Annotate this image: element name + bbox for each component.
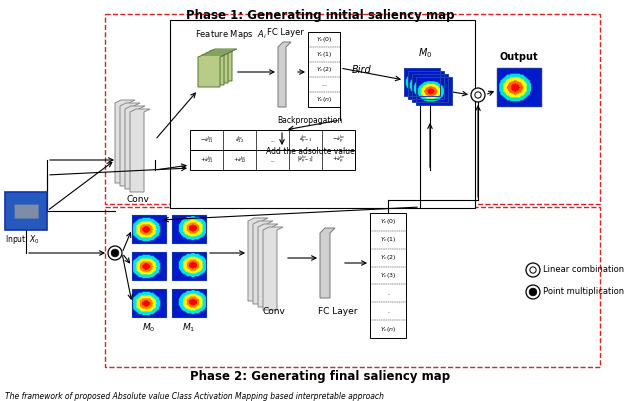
Bar	[190, 130, 355, 150]
Polygon shape	[198, 55, 225, 87]
Polygon shape	[248, 218, 268, 301]
Bar	[132, 252, 166, 280]
Bar	[370, 213, 406, 338]
Text: $|\partial_{p-1}^{kc}|$: $|\partial_{p-1}^{kc}|$	[297, 154, 314, 166]
Text: Backpropagation: Backpropagation	[277, 116, 342, 125]
Text: $Y_c(0)$: $Y_c(0)$	[380, 217, 396, 227]
Polygon shape	[253, 221, 273, 304]
Circle shape	[530, 267, 536, 273]
Text: $+\partial_{p}^{kc}$: $+\partial_{p}^{kc}$	[332, 154, 345, 166]
Text: ...: ...	[270, 138, 275, 142]
Bar	[170, 20, 475, 208]
Text: Point multiplication: Point multiplication	[543, 288, 624, 296]
Bar	[408, 71, 444, 99]
Text: $M_1$: $M_1$	[182, 321, 196, 334]
Bar	[497, 68, 541, 106]
Text: $M_0$: $M_0$	[418, 46, 432, 60]
Text: $-\partial_{p}^{kc}$: $-\partial_{p}^{kc}$	[332, 134, 345, 146]
Circle shape	[111, 249, 119, 257]
Circle shape	[526, 263, 540, 277]
Bar	[132, 215, 166, 243]
Text: FC Layer: FC Layer	[267, 28, 303, 37]
Text: $Y_c(1)$: $Y_c(1)$	[316, 50, 332, 59]
Text: .: .	[387, 291, 389, 296]
Text: $\partial_{p-1}^{kc}$: $\partial_{p-1}^{kc}$	[299, 134, 312, 146]
Polygon shape	[130, 109, 150, 192]
Bar	[308, 32, 340, 107]
Polygon shape	[202, 53, 229, 85]
Text: .: .	[387, 309, 389, 314]
Bar	[105, 207, 600, 367]
Text: $Y_c(2)$: $Y_c(2)$	[316, 65, 332, 74]
Text: $Y_c(0)$: $Y_c(0)$	[316, 35, 332, 44]
Text: Output: Output	[500, 52, 538, 62]
Text: $Y_c(3)$: $Y_c(3)$	[380, 271, 396, 280]
Bar	[132, 289, 166, 317]
Text: $M_0$: $M_0$	[142, 321, 156, 334]
Bar	[172, 252, 206, 280]
Bar	[190, 150, 355, 170]
Text: Conv: Conv	[127, 195, 149, 204]
Text: $Y_c(1)$: $Y_c(1)$	[380, 235, 396, 244]
Text: Bird: Bird	[352, 65, 372, 75]
Polygon shape	[258, 224, 278, 307]
Bar	[5, 192, 47, 230]
Polygon shape	[115, 100, 135, 183]
Text: FC Layer: FC Layer	[318, 307, 358, 316]
Bar	[412, 74, 448, 102]
Polygon shape	[278, 42, 291, 107]
Text: ...: ...	[270, 158, 275, 162]
Circle shape	[471, 88, 485, 102]
Text: $Y_c(2)$: $Y_c(2)$	[380, 253, 396, 262]
Text: $Y_c(n)$: $Y_c(n)$	[316, 95, 332, 104]
Text: Conv: Conv	[262, 307, 285, 316]
Text: $+\partial_{21}^{kc}$: $+\partial_{21}^{kc}$	[200, 155, 213, 165]
Polygon shape	[125, 106, 145, 189]
Bar	[416, 77, 452, 105]
Polygon shape	[206, 51, 233, 83]
Text: $-\partial_{11}^{kc}$: $-\partial_{11}^{kc}$	[200, 135, 213, 146]
Polygon shape	[263, 227, 283, 310]
Text: Add the adsolute value: Add the adsolute value	[266, 148, 355, 156]
Bar	[404, 68, 440, 96]
Circle shape	[526, 285, 540, 299]
Text: $Y_c(n)$: $Y_c(n)$	[380, 324, 396, 334]
Text: Phase 1: Generating initial saliency map: Phase 1: Generating initial saliency map	[186, 9, 454, 22]
Circle shape	[529, 288, 537, 296]
Bar	[172, 215, 206, 243]
Text: The framework of proposed Absolute value Class Activation Mapping based interpre: The framework of proposed Absolute value…	[5, 392, 384, 401]
Text: Input: $X_0$: Input: $X_0$	[5, 233, 40, 246]
Circle shape	[108, 246, 122, 260]
Text: Linear combination: Linear combination	[543, 265, 624, 275]
Polygon shape	[120, 103, 140, 186]
Circle shape	[475, 92, 481, 98]
Text: ...: ...	[321, 82, 327, 87]
Text: $\partial_{12}^{kc}$: $\partial_{12}^{kc}$	[235, 135, 244, 146]
Polygon shape	[210, 49, 237, 81]
Text: Phase 2: Generating final saliency map: Phase 2: Generating final saliency map	[190, 370, 450, 383]
Polygon shape	[320, 228, 335, 298]
Text: Feature Maps  $A_i$: Feature Maps $A_i$	[195, 28, 267, 41]
Text: $+\partial_{12}^{kc}$: $+\partial_{12}^{kc}$	[233, 155, 246, 165]
Bar	[105, 14, 600, 204]
Bar	[172, 289, 206, 317]
